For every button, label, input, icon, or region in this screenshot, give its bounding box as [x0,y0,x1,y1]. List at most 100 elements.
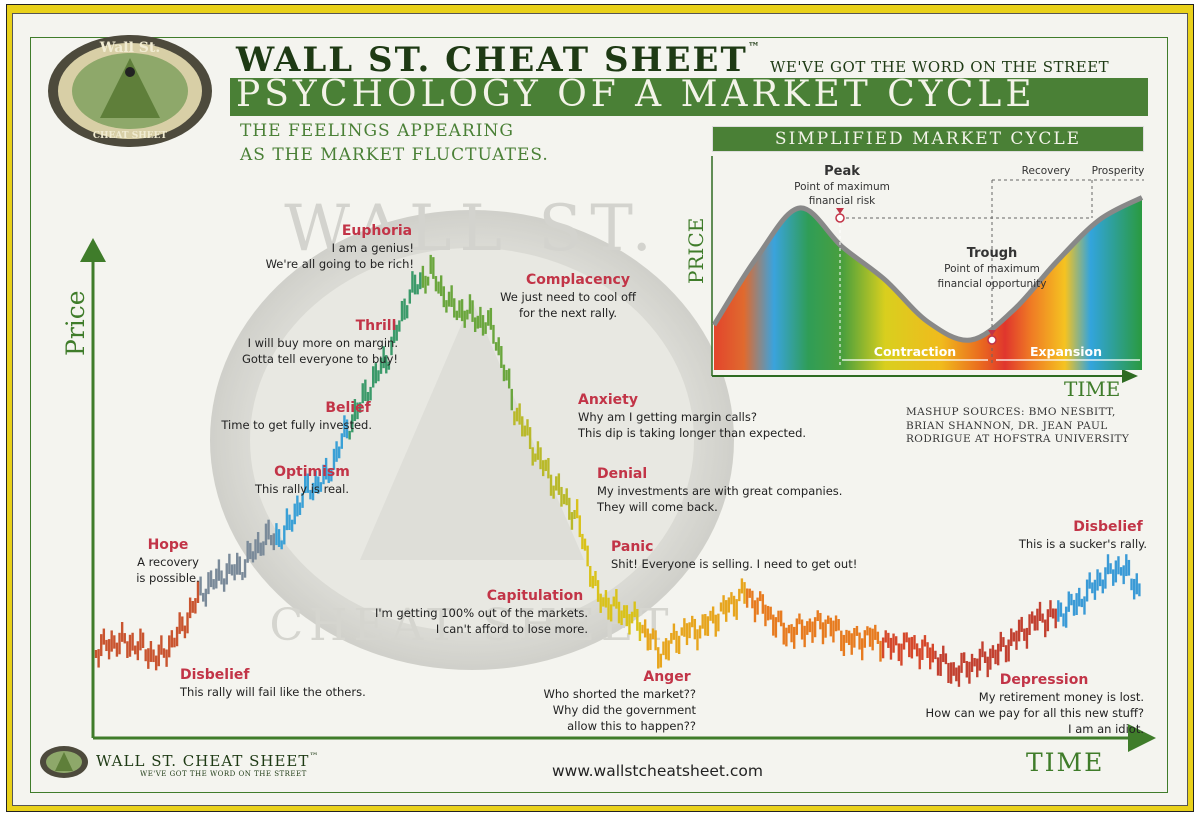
stage-quote: I am a genius! [332,241,414,255]
logo-top-text: Wall St. [99,40,161,56]
website-url: www.wallstcheatsheet.com [552,762,764,780]
chart-border [30,37,1168,793]
stage-disbelief-0: Disbelief This rally will fail like the o… [179,667,366,699]
inset-x-label: Time [1064,377,1120,401]
footer-slogan: We've Got the Word on the Street [140,770,307,778]
stage-panic-9: Panic Shit! Everyone is selling. I need t… [611,539,857,571]
y-axis-arrowhead [80,238,106,262]
stage-anger-11: Anger Who shorted the market?? Why did the… [544,669,697,733]
stage-quote: This rally will fail like the others. [179,685,366,699]
stage-quote: Why did the government [553,703,697,717]
stage-labels: Disbelief This rally will fail like the o… [136,223,1147,736]
x-axis-arrowhead [1128,724,1156,752]
stage-quote: I'm getting 100% out of the markets. [375,606,588,620]
subtitle-line2: as the market fluctuates. [240,145,549,165]
stage-name: Anxiety [578,392,638,408]
stage-euphoria-5: Euphoria I am a genius! We're all going to… [266,223,414,271]
stage-name: Belief [325,400,371,416]
page-subtitle: The feelings appearing as the market flu… [240,119,549,167]
svg-text:WALL ST.: WALL ST. [284,192,660,266]
stage-hope-1: Hope A recovery is possible. [136,537,200,585]
trough-detail-line2: financial opportunity [938,278,1047,290]
stage-anxiety-7: Anxiety Why am I getting margin calls? Thi… [577,392,806,440]
trough-detail-line1: Point of maximum [944,263,1040,275]
stage-quote: for the next rally. [519,306,617,320]
prosperity-label: Prosperity [1092,165,1145,177]
stage-quote: I can't afford to lose more. [436,622,588,636]
title-banner [230,78,1148,116]
stage-name: Complacency [526,272,630,288]
peak-marker [835,213,845,223]
stage-thrill-4: Thrill I will buy more on margin. Gotta te… [242,318,398,366]
brand-name: Wall St. Cheat Sheet™ [236,40,762,80]
page-title: Psychology of a Market Cycle [236,74,1036,115]
stage-quote: Time to get fully invested. [220,418,372,432]
inset-y-label: Price [684,218,708,284]
stage-quote: We just need to cool off [500,290,637,304]
stage-quote: This is a sucker's rally. [1018,537,1147,551]
sources-line1: Mashup Sources: BMO Nesbitt, [906,406,1116,418]
stage-name: Panic [611,539,653,555]
stage-name: Disbelief [1073,519,1143,535]
stage-disbelief-13: Disbelief This is a sucker's rally. [1018,519,1147,551]
footer-brand: Wall St. Cheat Sheet™ [96,752,319,770]
simplified-cycle-chart: Price Time Peak Point of maximum financi… [684,156,1144,401]
stage-complacency-6: Complacency We just need to cool off for t… [500,272,637,320]
stage-quote: I will buy more on margin. [248,336,398,350]
sources-line3: Rodrigue at Hofstra University [906,433,1130,445]
footer-trademark: ™ [309,752,320,762]
stage-name: Thrill [356,318,397,334]
stage-quote: My investments are with great companies. [597,484,842,498]
peak-label: Peak [824,164,860,179]
sources-line2: Brian Shannon, Dr. Jean Paul [906,419,1108,432]
contraction-label: Contraction [874,344,956,359]
stage-quote: I am an idiot. [1068,722,1144,736]
stage-quote: Gotta tell everyone to buy! [242,352,398,366]
trough-label: Trough [967,246,1018,261]
eye-icon [125,67,135,77]
logo-bottom-text: Cheat Sheet [93,131,168,141]
stage-belief-3: Belief Time to get fully invested. [220,400,372,432]
stage-quote: Why am I getting margin calls? [578,410,757,424]
stage-depression-12: Depression My retirement money is lost. Ho… [926,672,1144,736]
stage-quote: A recovery [137,555,199,569]
x-axis-label: Time [1026,748,1104,777]
stage-quote: is possible. [136,571,200,585]
cycle-curve [711,195,1144,343]
brand-logo: Wall St. Cheat Sheet [48,35,212,147]
stage-name: Anger [643,669,690,685]
stage-quote: Who shorted the market?? [544,687,696,701]
peak-detail-line1: Point of maximum [794,181,890,193]
trough-pointer [988,330,996,336]
footer-brand-text: Wall St. Cheat Sheet [96,752,310,770]
stage-quote: How can we pay for all this new stuff? [926,706,1144,720]
stage-quote: This dip is taking longer than expected. [577,426,806,440]
simplified-cycle-title: Simplified Market Cycle [712,126,1144,152]
subtitle-line1: The feelings appearing [240,121,514,141]
recovery-label: Recovery [1022,165,1071,177]
sources-note: Mashup Sources: BMO Nesbitt, Brian Shann… [906,406,1129,447]
brand-text: Wall St. Cheat Sheet [236,40,748,80]
footer-logo [40,746,88,778]
stage-optimism-2: Optimism This rally is real. [254,464,350,496]
stage-quote: They will come back. [596,500,718,514]
stage-quote: Shit! Everyone is selling. I need to get… [611,557,857,571]
trough-marker [987,335,997,345]
stage-name: Disbelief [180,667,250,683]
price-series [94,254,1141,687]
stage-quote: My retirement money is lost. [979,690,1144,704]
stage-name: Optimism [274,464,350,480]
y-axis-label: Price [61,290,90,356]
expansion-label: Expansion [1030,344,1102,359]
svg-text:CHEAT SHEET: CHEAT SHEET [270,600,675,651]
stage-name: Depression [1000,672,1089,688]
inset-x-arrowhead [1122,369,1138,383]
peak-pointer [836,208,844,214]
brand-slogan: We've Got the Word on the Street [770,58,1110,76]
stage-quote: We're all going to be rich! [266,257,414,271]
trademark-mark: ™ [747,40,762,54]
stage-name: Euphoria [342,223,412,239]
stage-name: Denial [597,466,647,482]
stage-name: Capitulation [487,588,584,604]
